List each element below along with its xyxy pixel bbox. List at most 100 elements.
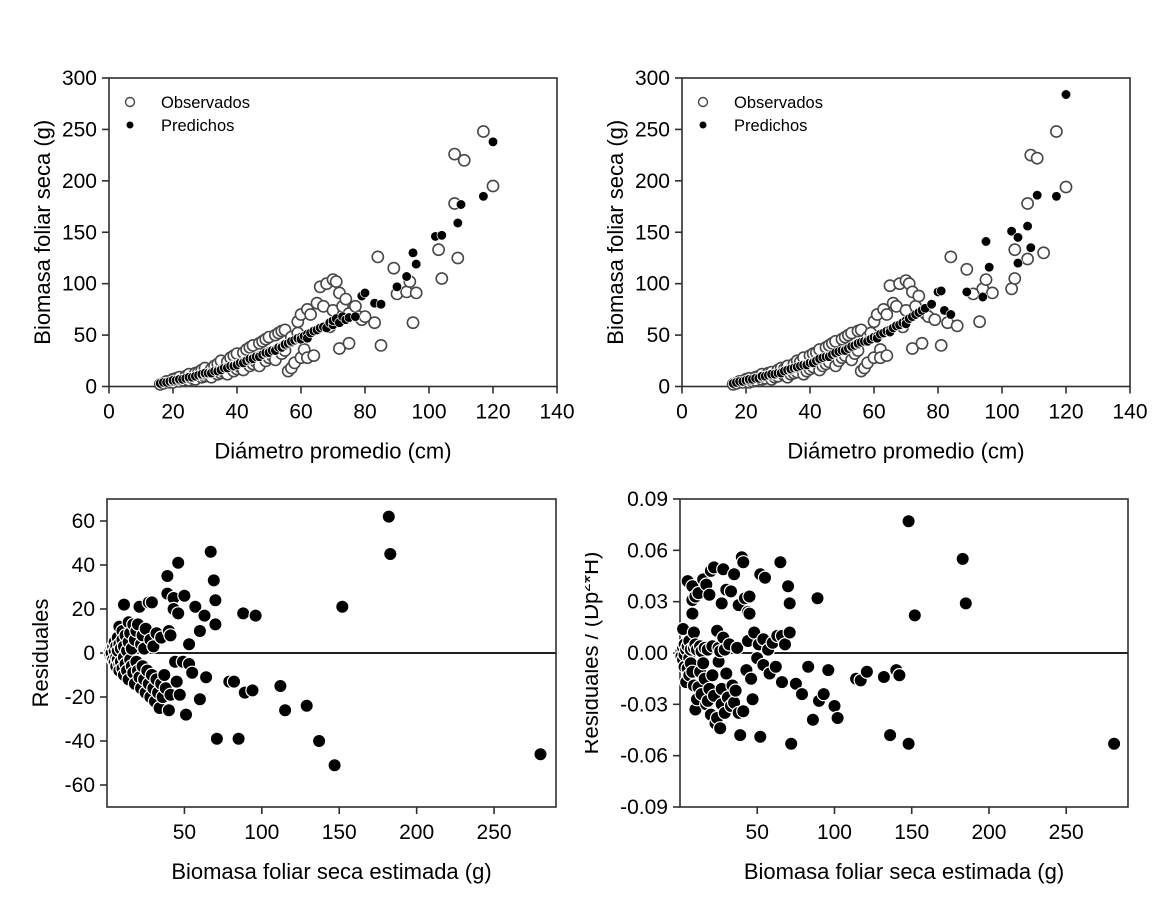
data-point-observed [1049, 125, 1063, 138]
data-point-residual [892, 667, 907, 683]
data-point-predicted [1012, 232, 1024, 243]
x-tick-label: 80 [353, 401, 376, 424]
x-axis-title: Diámetro promedio (cm) [787, 439, 1024, 464]
data-point-residual [381, 509, 396, 524]
panel-top-right: 0 20 40 60 80 100 120 140 0 50 100 150 200 250 300 Diám… [585, 0, 1171, 470]
data-point-observed [406, 316, 420, 330]
data-point-observed [880, 349, 894, 362]
data-point-predicted [359, 287, 371, 299]
data-point-residual [197, 608, 212, 623]
data-point-observed [329, 275, 343, 288]
data-point-residual [299, 698, 314, 713]
data-point-predicted [980, 236, 992, 247]
data-point-residual [783, 736, 799, 751]
data-point-residual [533, 747, 548, 762]
data-point-residual [188, 599, 203, 614]
data-point-predicted [401, 271, 412, 282]
data-point-observed [371, 250, 385, 264]
data-point-predicted [487, 136, 499, 147]
y-axis-title: Residuales [28, 599, 53, 708]
y-tick-label: 0.00 [627, 642, 668, 665]
data-point-observed [934, 338, 948, 352]
x-tick-label: 100 [984, 401, 1019, 424]
y-tick-label: 60 [72, 510, 95, 533]
data-point-residual [702, 587, 717, 603]
data-point-observed [1005, 282, 1018, 296]
data-point-predicted [1060, 89, 1072, 100]
legend-marker-filled-circle-icon [699, 121, 707, 129]
data-point-residual [736, 703, 751, 719]
data-point-residual [794, 686, 810, 702]
bottom-left-chart: 50 100 150 200 250 -60 -40 -20 0 20 40 60 Biomasa fo… [28, 498, 557, 884]
data-point-residual [719, 666, 734, 681]
data-point-predicted [436, 230, 447, 241]
data-point-residual [203, 544, 218, 560]
y-tick-label: 200 [62, 170, 97, 193]
legend-marker-open-circle-icon [124, 96, 136, 108]
data-point-residual [757, 570, 773, 585]
data-point-observed [432, 243, 445, 257]
top-right-chart: 0 20 40 60 80 100 120 140 0 50 100 150 200 250 300 Diám… [603, 67, 1148, 464]
data-point-predicted [961, 286, 972, 298]
x-tick-label: 80 [926, 401, 949, 424]
x-tick-label: 120 [475, 401, 510, 424]
data-point-observed [950, 319, 964, 333]
data-point-predicted [455, 199, 467, 210]
data-point-residual [729, 640, 745, 656]
y-tick-label: -0.06 [620, 745, 668, 768]
data-point-residual [745, 691, 760, 707]
y-tick-label: 300 [62, 67, 97, 90]
data-point-observed [985, 286, 999, 300]
x-tick-label: 0 [676, 401, 688, 424]
data-point-residual [859, 664, 875, 679]
data-point-residual [231, 731, 246, 746]
y-tick-label: 0.03 [627, 591, 668, 614]
data-point-residual [882, 727, 898, 743]
y-tick-label: -40 [65, 730, 95, 753]
data-point-residual [728, 683, 743, 698]
legend-label: Predichos [734, 117, 807, 135]
x-tick-label: 60 [862, 401, 885, 424]
bottom-right-chart: 50 100 150 200 250 -0.09 -0.06 -0.03 0.00 0.03 0.0… [577, 488, 1129, 884]
data-point-residual [800, 659, 816, 674]
y-tick-label: 0 [83, 642, 95, 665]
data-point-residual [192, 623, 208, 639]
y-tick-label: -0.03 [620, 693, 668, 716]
data-point-observed [435, 272, 449, 285]
data-point-residual [773, 555, 788, 570]
data-point-residual [782, 625, 797, 640]
panel-top-left: 0 20 40 60 80 100 120 140 0 50 100 150 200 250 300 Diám… [0, 0, 585, 470]
x-tick-label: 150 [322, 821, 357, 844]
data-point-observed [451, 251, 465, 265]
panel-bottom-right: 50 100 150 200 250 -0.09 -0.06 -0.03 0.00 0.03 0.0… [577, 470, 1171, 899]
data-point-residual [816, 686, 831, 702]
data-point-residual [248, 608, 263, 623]
data-point-residual [208, 592, 223, 608]
data-point-residual [192, 691, 208, 707]
data-point-residual [705, 667, 720, 683]
data-point-observed [973, 315, 986, 329]
data-point-residual [277, 702, 293, 718]
data-point-residual [1106, 736, 1122, 751]
top-left-chart: 0 20 40 60 80 100 120 140 0 50 100 150 200 250 300 Diám… [30, 67, 575, 464]
x-axis-title: Biomasa foliar seca estimada (g) [744, 859, 1064, 884]
legend-label: Observados [734, 94, 823, 112]
y-tick-label: 200 [635, 170, 670, 193]
data-point-residual [181, 636, 197, 652]
data-point-observed [1021, 197, 1034, 210]
data-point-observed [409, 286, 423, 300]
x-axis-title: Diámetro promedio (cm) [214, 439, 451, 464]
legend-label: Observados [161, 94, 250, 112]
data-point-observed [332, 342, 346, 355]
data-point-observed [1008, 272, 1022, 285]
y-tick-label: 300 [635, 67, 670, 90]
y-tick-label: -20 [65, 686, 95, 709]
data-point-predicted [1051, 191, 1062, 202]
data-point-residual [774, 674, 790, 690]
x-tick-label: 40 [798, 401, 821, 424]
data-point-residual [780, 579, 796, 594]
y-tick-label: 40 [72, 554, 95, 577]
data-point-observed [1037, 246, 1050, 260]
data-point-residual [768, 659, 783, 674]
